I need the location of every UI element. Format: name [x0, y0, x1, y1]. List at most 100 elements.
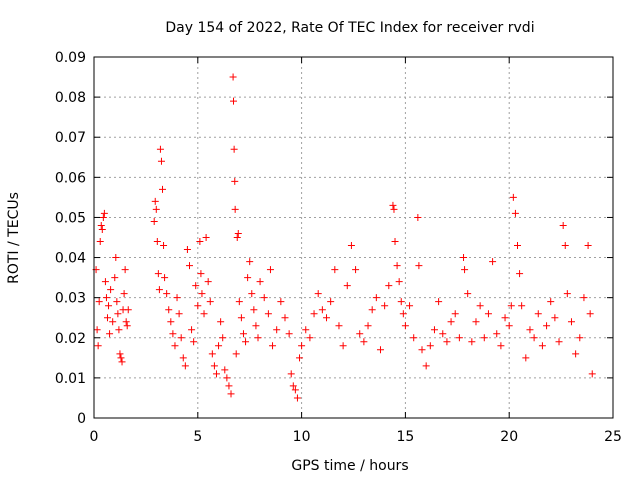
data-point — [156, 145, 164, 153]
data-point — [230, 145, 238, 153]
data-point — [480, 334, 488, 342]
y-tick-label: 0.05 — [55, 210, 86, 226]
data-point — [422, 362, 430, 370]
data-point — [451, 310, 459, 318]
data-point — [339, 342, 347, 350]
data-point — [151, 197, 159, 205]
data-point — [230, 97, 238, 105]
y-tick-label: 0.01 — [55, 371, 86, 387]
data-point — [200, 310, 208, 318]
data-point — [254, 334, 262, 342]
data-point — [356, 330, 364, 338]
data-point — [264, 310, 272, 318]
data-point — [96, 238, 104, 246]
data-point — [281, 314, 289, 322]
data-point — [399, 310, 407, 318]
data-point — [155, 286, 163, 294]
data-point — [343, 282, 351, 290]
data-point — [246, 258, 254, 266]
data-point — [530, 334, 538, 342]
data-point — [302, 326, 310, 334]
data-point — [395, 278, 403, 286]
data-point — [277, 298, 285, 306]
data-point — [439, 330, 447, 338]
x-tick-labels: 0 5 10 15 20 25 — [90, 429, 622, 445]
data-point — [314, 290, 322, 298]
data-point — [368, 306, 376, 314]
data-point — [576, 334, 584, 342]
data-point — [443, 338, 451, 346]
data-point — [468, 338, 476, 346]
x-tick-label: 0 — [90, 429, 99, 445]
data-point — [269, 342, 277, 350]
x-tick-label: 10 — [293, 429, 311, 445]
data-point — [534, 310, 542, 318]
data-point — [293, 394, 301, 402]
data-point — [391, 238, 399, 246]
data-point — [397, 298, 405, 306]
data-point — [194, 302, 202, 310]
data-point — [401, 322, 409, 330]
data-point — [217, 318, 225, 326]
data-point — [150, 217, 158, 225]
data-point — [94, 342, 102, 350]
data-point — [418, 346, 426, 354]
data-point — [331, 266, 339, 274]
y-tick-label: 0.02 — [55, 331, 86, 347]
data-point — [493, 330, 501, 338]
data-point — [522, 354, 530, 362]
data-point — [511, 209, 519, 217]
data-point — [551, 314, 559, 322]
data-point — [177, 334, 185, 342]
data-point — [310, 310, 318, 318]
data-point — [117, 354, 125, 362]
data-point — [227, 390, 235, 398]
data-point — [526, 326, 534, 334]
data-point — [188, 326, 196, 334]
data-point — [430, 326, 438, 334]
data-point — [97, 221, 105, 229]
data-point — [266, 266, 274, 274]
data-point — [232, 350, 240, 358]
data-point — [393, 262, 401, 270]
data-point — [98, 225, 106, 233]
data-point — [352, 266, 360, 274]
data-point — [206, 298, 214, 306]
data-point — [173, 294, 181, 302]
data-point — [306, 334, 314, 342]
data-point — [248, 290, 256, 298]
data-point — [102, 294, 110, 302]
data-point — [376, 346, 384, 354]
data-point — [239, 330, 247, 338]
data-point — [464, 290, 472, 298]
data-point — [335, 322, 343, 330]
data-point — [225, 382, 233, 390]
data-point — [505, 322, 513, 330]
data-point — [223, 374, 231, 382]
data-point — [113, 298, 121, 306]
data-point — [543, 322, 551, 330]
y-tick-label: 0.09 — [55, 50, 86, 66]
data-point — [196, 238, 204, 246]
data-point — [107, 286, 115, 294]
data-point — [364, 322, 372, 330]
x-tick-label: 25 — [604, 429, 622, 445]
data-point — [489, 258, 497, 266]
data-point — [406, 302, 414, 310]
y-tick-labels: 0 0.01 0.02 0.03 0.04 0.05 0.06 0.07 0.08 0.09 — [55, 50, 86, 427]
data-point — [204, 278, 212, 286]
y-tick-label: 0 — [77, 411, 86, 427]
data-point — [114, 310, 122, 318]
data-point — [120, 290, 128, 298]
data-point — [183, 246, 191, 254]
data-point — [163, 290, 171, 298]
data-point — [580, 294, 588, 302]
data-point — [497, 342, 505, 350]
data-point — [460, 254, 468, 262]
data-point — [103, 314, 111, 322]
data-point — [385, 282, 393, 290]
data-point — [112, 254, 120, 262]
data-point — [171, 342, 179, 350]
data-point — [327, 298, 335, 306]
data-point — [100, 209, 108, 217]
